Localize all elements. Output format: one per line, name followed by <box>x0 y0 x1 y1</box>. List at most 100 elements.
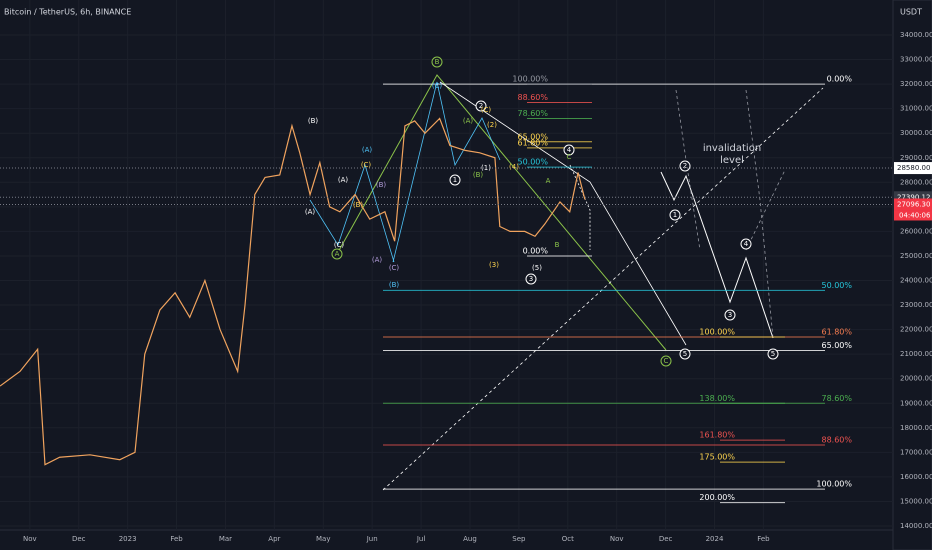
wave-label: (B) <box>473 171 484 179</box>
price-label: 28580.00 <box>897 164 930 172</box>
wave-label: 5 <box>771 350 775 358</box>
wave-label: (5) <box>532 264 542 272</box>
y-tick-label: 28000.00 <box>900 178 932 186</box>
price-label: 27096.30 <box>897 200 930 208</box>
y-tick-label: 20000.00 <box>900 375 932 383</box>
wave-label: 5 <box>683 350 687 358</box>
wave-label: (C) <box>334 241 345 249</box>
wave-label: A <box>546 177 551 185</box>
wave-label: C <box>567 153 572 161</box>
wave-label: 2 <box>479 102 483 110</box>
x-tick-label: 2023 <box>119 535 137 543</box>
fib-label: 78.60% <box>517 109 548 118</box>
wave-circle <box>767 348 779 360</box>
wave-label: (A) <box>463 117 474 125</box>
fib-label: 78.60% <box>821 394 852 403</box>
wave-label: A <box>335 250 340 258</box>
fib-label: 200.00% <box>699 493 735 502</box>
wave-label: (A) <box>305 208 316 216</box>
x-tick-label: Mar <box>219 535 232 543</box>
wave-label: (C) <box>361 161 372 169</box>
y-tick-label: 22000.00 <box>900 326 932 334</box>
x-tick-label: Aug <box>463 535 477 543</box>
wave-label: 3 <box>529 275 533 283</box>
x-tick-label: Feb <box>170 535 183 543</box>
x-tick-label: Dec <box>72 535 86 543</box>
x-tick-label: Sep <box>512 535 526 543</box>
wave-circle <box>724 309 736 321</box>
price-axis <box>892 0 932 550</box>
wave-label: 4 <box>567 146 572 154</box>
fib-label: 100.00% <box>512 75 548 84</box>
price-label: 27390.12 <box>897 193 930 201</box>
annotation: invalidation <box>703 143 761 154</box>
wave-label: (C) <box>389 264 400 272</box>
wave-label: (4) <box>509 163 519 171</box>
wave-label: 4 <box>744 240 749 248</box>
fib-label: 65.00% <box>821 341 852 350</box>
y-tick-label: 26000.00 <box>900 227 932 235</box>
wave-label: 1 <box>673 211 677 219</box>
y-tick-label: 21000.00 <box>900 350 932 358</box>
wave-label: (B) <box>353 201 364 209</box>
x-tick-label: Jun <box>366 535 378 543</box>
wave-circle <box>475 100 487 112</box>
wave-circle <box>669 209 681 221</box>
price-label-box <box>894 198 932 211</box>
x-tick-label: Oct <box>562 535 574 543</box>
wave-circle <box>563 144 575 156</box>
fib-label: 61.80% <box>821 327 852 336</box>
countdown: 04:40:06 <box>899 211 931 219</box>
fib-label: 138.00% <box>699 394 735 403</box>
wave-label: 3 <box>728 311 732 319</box>
x-tick-label: Dec <box>659 535 673 543</box>
fib-label: 100.00% <box>699 327 735 336</box>
x-tick-label: May <box>316 535 330 543</box>
y-tick-label: 24000.00 <box>900 277 932 285</box>
y-tick-label: 33000.00 <box>900 56 932 64</box>
fib-label: 88.60% <box>517 93 548 102</box>
wave-circle <box>431 56 443 68</box>
price-label-box <box>894 162 932 175</box>
x-tick-label: Nov <box>610 535 624 543</box>
wave-label: (A) <box>362 146 373 154</box>
wave-label: (C) <box>481 106 492 114</box>
x-tick-label: Apr <box>268 535 280 543</box>
fib-label: 50.00% <box>517 158 548 167</box>
y-tick-label: 23000.00 <box>900 301 932 309</box>
fib-label: 65.00% <box>517 132 548 141</box>
chart-title: Bitcoin / TetherUS, 6h, BINANCE <box>4 8 131 17</box>
wave-circle <box>740 238 752 250</box>
wave-label: (3) <box>489 261 499 269</box>
wave-circle <box>331 248 343 260</box>
fib-label: 0.00% <box>827 75 853 84</box>
x-tick-label: Jul <box>416 535 426 543</box>
x-tick-label: Feb <box>757 535 770 543</box>
wave-label: B <box>555 241 560 249</box>
y-tick-label: 30000.00 <box>900 129 932 137</box>
wave-label: 2 <box>683 162 687 170</box>
wave-label: (C) <box>432 82 443 90</box>
y-tick-label: 17000.00 <box>900 448 932 456</box>
wave-label: (B) <box>308 117 319 125</box>
wave-circle <box>449 174 461 186</box>
x-tick-label: Nov <box>23 535 37 543</box>
price-line <box>0 117 586 466</box>
fib-label: 100.00% <box>816 480 852 489</box>
wave-label: (B) <box>389 281 400 289</box>
y-tick-label: 19000.00 <box>900 399 932 407</box>
annotation: level <box>720 155 744 166</box>
fib-label: 175.00% <box>699 453 735 462</box>
wave-label: (2) <box>487 121 497 129</box>
wave-label: 1 <box>453 176 457 184</box>
countdown-box <box>894 210 932 221</box>
fib-label: 61.80% <box>517 138 548 147</box>
wave-label: C <box>664 357 669 365</box>
wave-label: (A) <box>338 176 349 184</box>
wave-circle <box>660 355 672 367</box>
y-tick-label: 16000.00 <box>900 473 932 481</box>
fib-label: 0.00% <box>523 246 549 255</box>
y-tick-label: 34000.00 <box>900 31 932 39</box>
